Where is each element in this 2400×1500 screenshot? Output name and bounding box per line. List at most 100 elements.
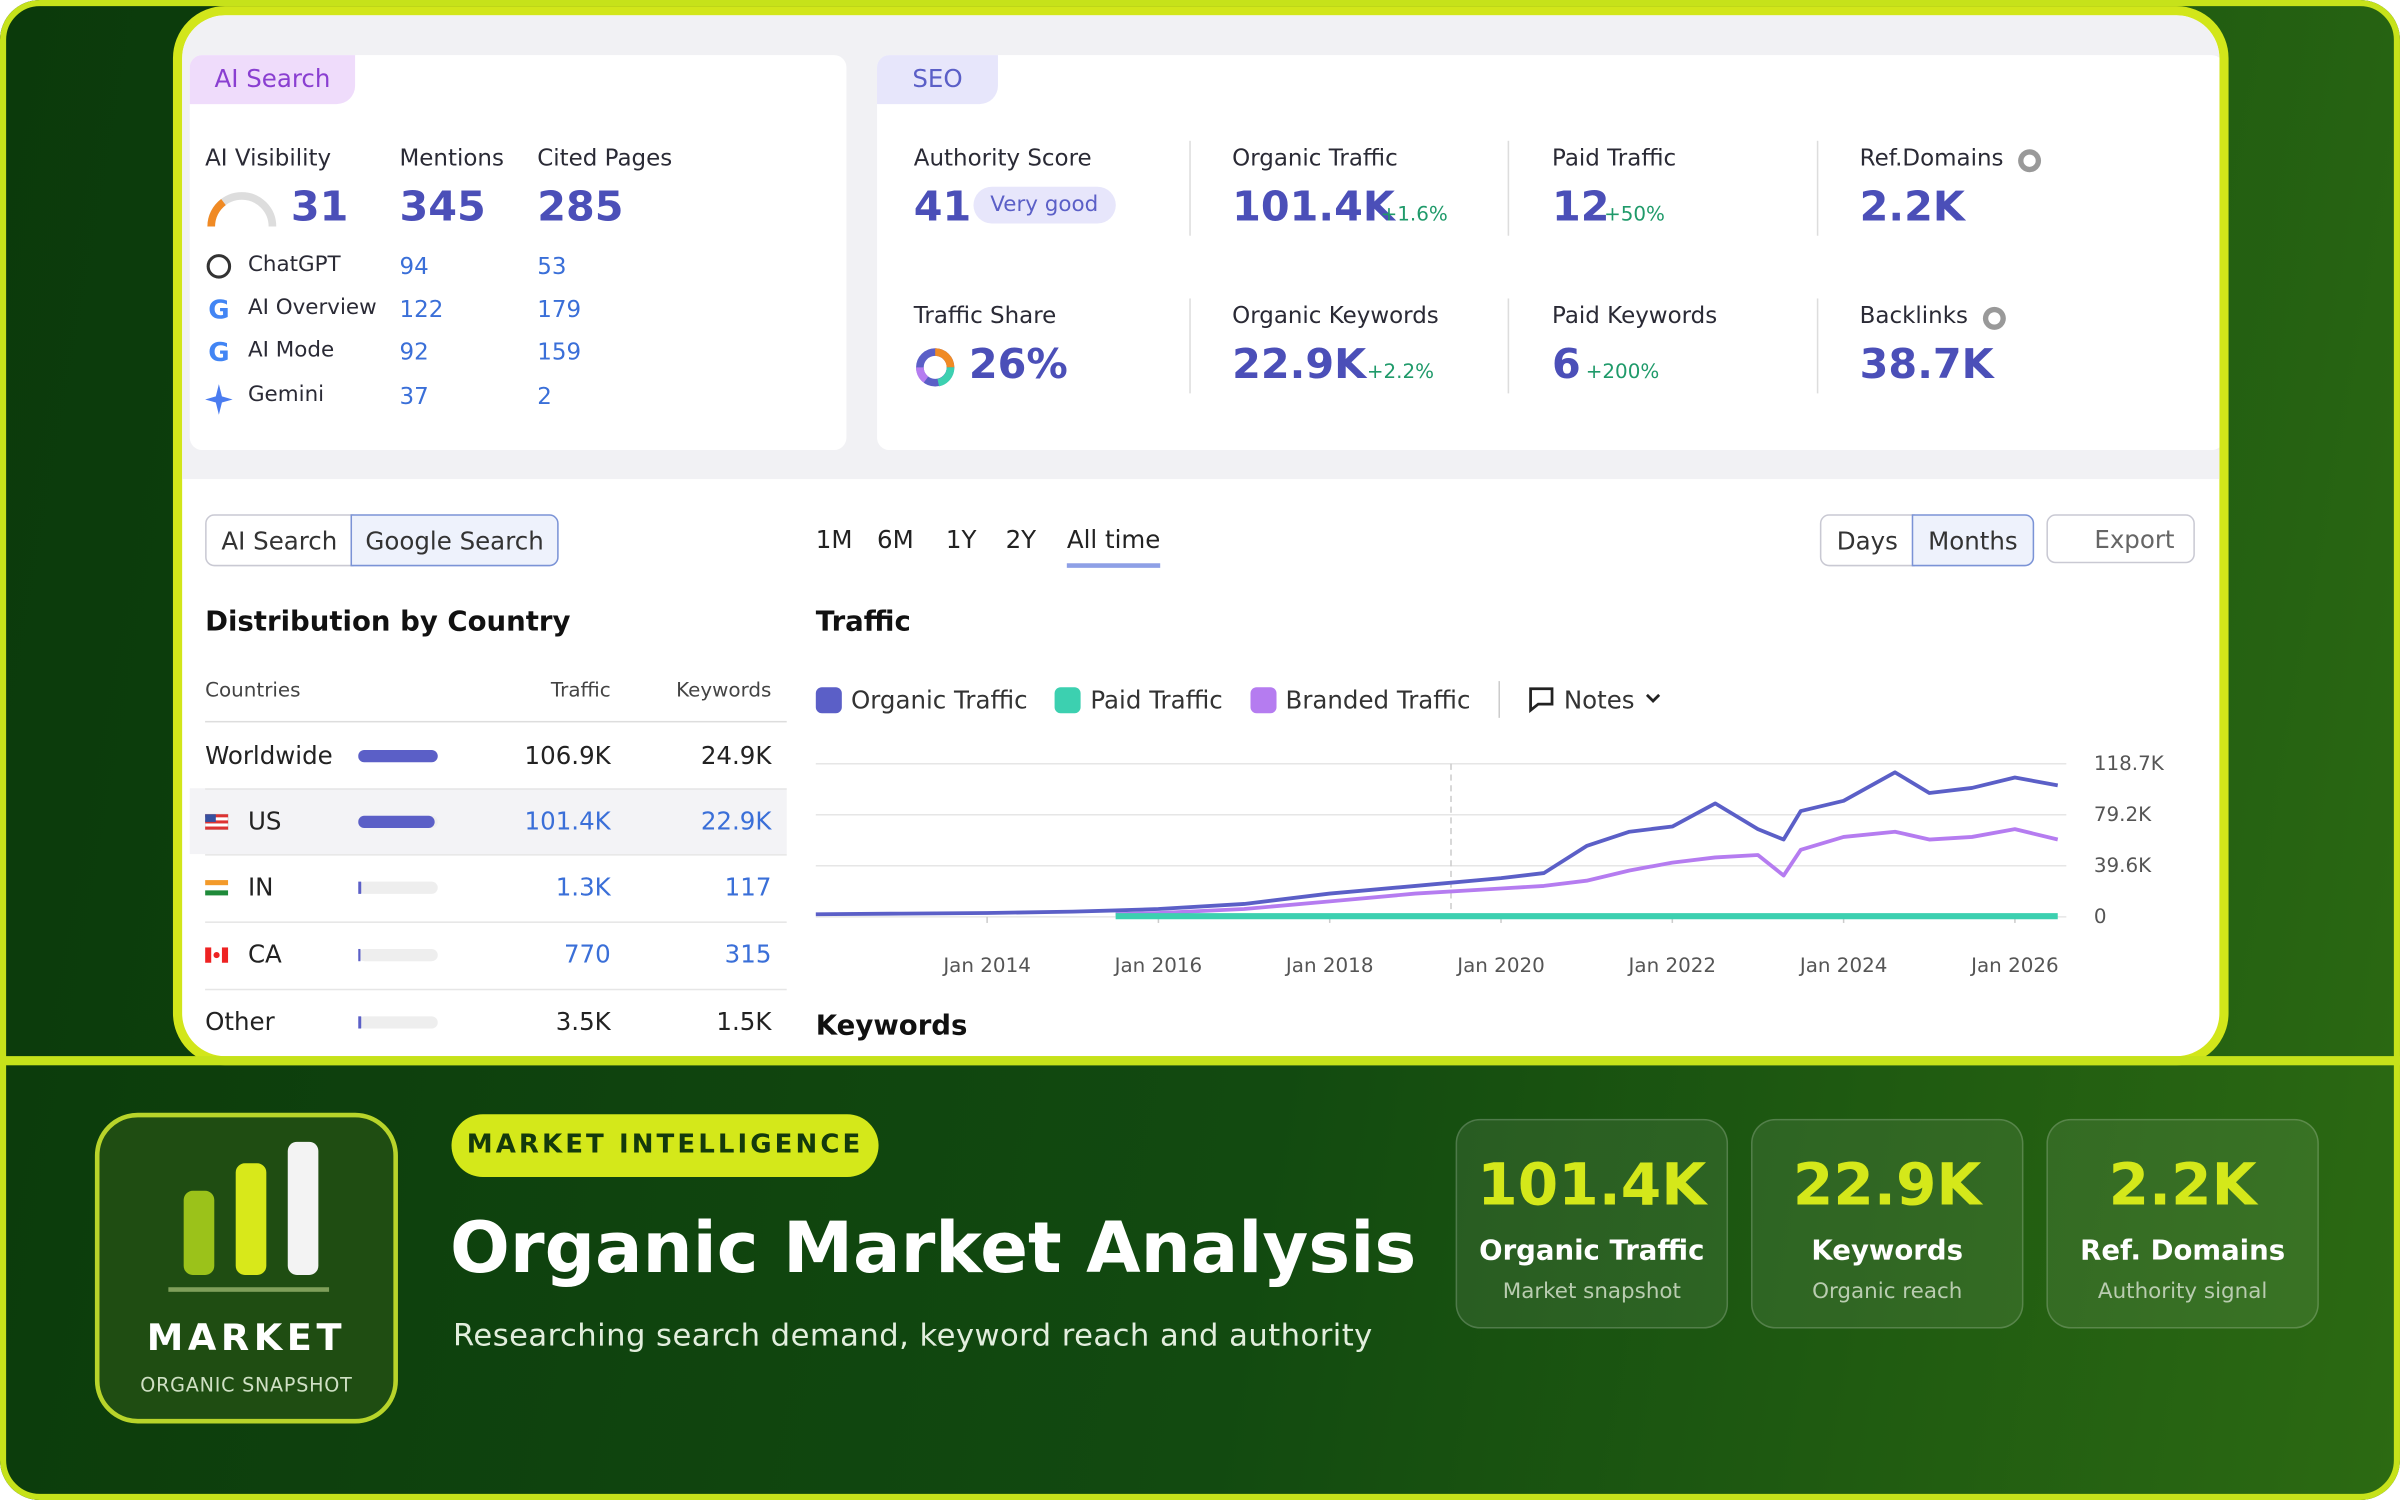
text: AI Mode — [247, 338, 335, 363]
banner-title: Organic Market Analysis — [449, 1206, 1417, 1289]
text: 37 — [399, 382, 429, 411]
path — [934, 348, 955, 368]
rect — [205, 880, 229, 886]
tag-pill: MARKET INTELLIGENCE — [451, 1114, 879, 1178]
box — [0, 1056, 2400, 1066]
text: Organic Keywords — [1232, 301, 1439, 330]
tab-label: AI Search — [189, 55, 356, 105]
legend-item[interactable]: Paid Traffic — [1055, 685, 1223, 714]
text: 38.7K — [1859, 341, 1994, 389]
text: 92 — [399, 338, 429, 366]
legend-label: Paid Traffic — [1090, 684, 1223, 715]
toggle-button[interactable]: AI Search — [205, 514, 354, 567]
y-tick-label: 118.7K — [2094, 752, 2165, 775]
rect — [358, 815, 435, 829]
traffic-bars — [358, 749, 438, 1029]
text: G — [208, 295, 229, 325]
text: 117 — [724, 872, 772, 902]
rect — [205, 947, 212, 963]
text: 106.9K — [524, 740, 611, 770]
legend-item[interactable]: Branded Traffic — [1250, 685, 1470, 714]
rect — [205, 885, 229, 891]
rect — [235, 1163, 267, 1275]
text: Ref.Domains — [1859, 143, 2004, 172]
text: CA — [247, 939, 282, 969]
period-button[interactable]: 2Y — [1005, 524, 1037, 555]
legend-checkbox — [1250, 686, 1277, 713]
rect — [358, 881, 362, 894]
seo-card: SEO Authority Score 41 Very good Organic… — [877, 55, 2220, 450]
rect — [205, 820, 229, 824]
x-tick-label: Jan 2020 — [1455, 954, 1545, 977]
text: 26% — [968, 341, 1068, 389]
rect — [358, 1016, 438, 1029]
text: 101.4K — [524, 806, 611, 836]
circle — [213, 952, 220, 959]
text: 101.4K — [1232, 183, 1395, 232]
text: Authority signal — [2097, 1279, 2268, 1305]
rect — [358, 749, 438, 763]
text: Authority Score — [913, 143, 1092, 172]
period-button[interactable]: 6M — [877, 524, 914, 555]
text: Cited Pages — [537, 143, 673, 172]
text: Other — [205, 1007, 275, 1037]
chevron — [1645, 693, 1661, 703]
text: 179 — [537, 295, 582, 323]
logo-box: MARKET ORGANIC SNAPSHOT — [94, 1112, 398, 1424]
text: 1.3K — [555, 872, 611, 902]
legend: Organic Traffic Paid Traffic Branded Traff… — [815, 681, 1662, 718]
text: Mentions — [399, 143, 504, 172]
text: Organic reach — [1812, 1279, 1963, 1305]
flags — [205, 813, 229, 963]
text: 345 — [399, 183, 486, 232]
granularity-button[interactable]: Months — [1911, 514, 2035, 567]
ai-search-card: AI Search AI Visibility Mentions Cited P… — [189, 55, 847, 450]
text: ORGANIC SNAPSHOT — [140, 1372, 353, 1396]
box — [1189, 298, 1191, 394]
circle — [2023, 154, 2036, 167]
box — [1189, 140, 1191, 236]
section-title: Traffic — [815, 606, 911, 639]
text: 41 — [913, 183, 972, 232]
box — [205, 854, 787, 856]
legend-label: Branded Traffic — [1285, 684, 1471, 715]
text: Paid Traffic — [1552, 143, 1677, 172]
x-tick-label: Jan 2014 — [941, 954, 1031, 977]
x-tick-label: Jan 2018 — [1284, 954, 1374, 977]
period-button[interactable]: 1Y — [945, 524, 977, 555]
export-button[interactable]: Export — [2046, 514, 2195, 564]
text: 94 — [399, 252, 429, 281]
path — [205, 384, 233, 415]
notes-button[interactable]: Notes — [1527, 685, 1662, 714]
box — [1816, 140, 1819, 236]
text: +50% — [1604, 203, 1665, 227]
text: Organic Traffic — [1232, 143, 1398, 172]
rect — [183, 1190, 215, 1275]
toggle-button[interactable]: Google Search — [350, 514, 559, 567]
info-icon — [2018, 149, 2042, 173]
notes-icon — [1528, 687, 1553, 714]
text: AI Visibility — [205, 143, 332, 172]
text: 12 — [1552, 183, 1610, 232]
text: G — [208, 338, 229, 368]
text: 285 — [537, 183, 624, 232]
text: Backlinks — [1859, 301, 1968, 330]
text: ChatGPT — [247, 252, 341, 278]
period-button[interactable]: All time — [1066, 525, 1161, 568]
text: 2.2K — [2108, 1151, 2257, 1219]
text: AI Overview — [247, 295, 377, 320]
stat-card: 22.9K Keywords Organic reach — [1751, 1118, 2024, 1329]
text: Worldwide — [205, 740, 333, 770]
logo-bars — [183, 1141, 319, 1275]
text: US — [247, 806, 282, 836]
traffic-chart: 0 39.6K 79.2K 118.7K Jan 2014 Jan 2016 Jan 201… — [815, 752, 2165, 977]
text: +2.2% — [1366, 361, 1435, 385]
granularity-button[interactable]: Days — [1819, 514, 1915, 567]
text: 53 — [537, 252, 567, 281]
text: 2.2K — [1859, 183, 1965, 232]
screenshot-frame: AI Search AI Visibility Mentions Cited P… — [172, 6, 2229, 1066]
period-button[interactable]: 1M — [815, 524, 853, 555]
legend-item[interactable]: Organic Traffic — [815, 685, 1028, 714]
path — [916, 367, 929, 383]
